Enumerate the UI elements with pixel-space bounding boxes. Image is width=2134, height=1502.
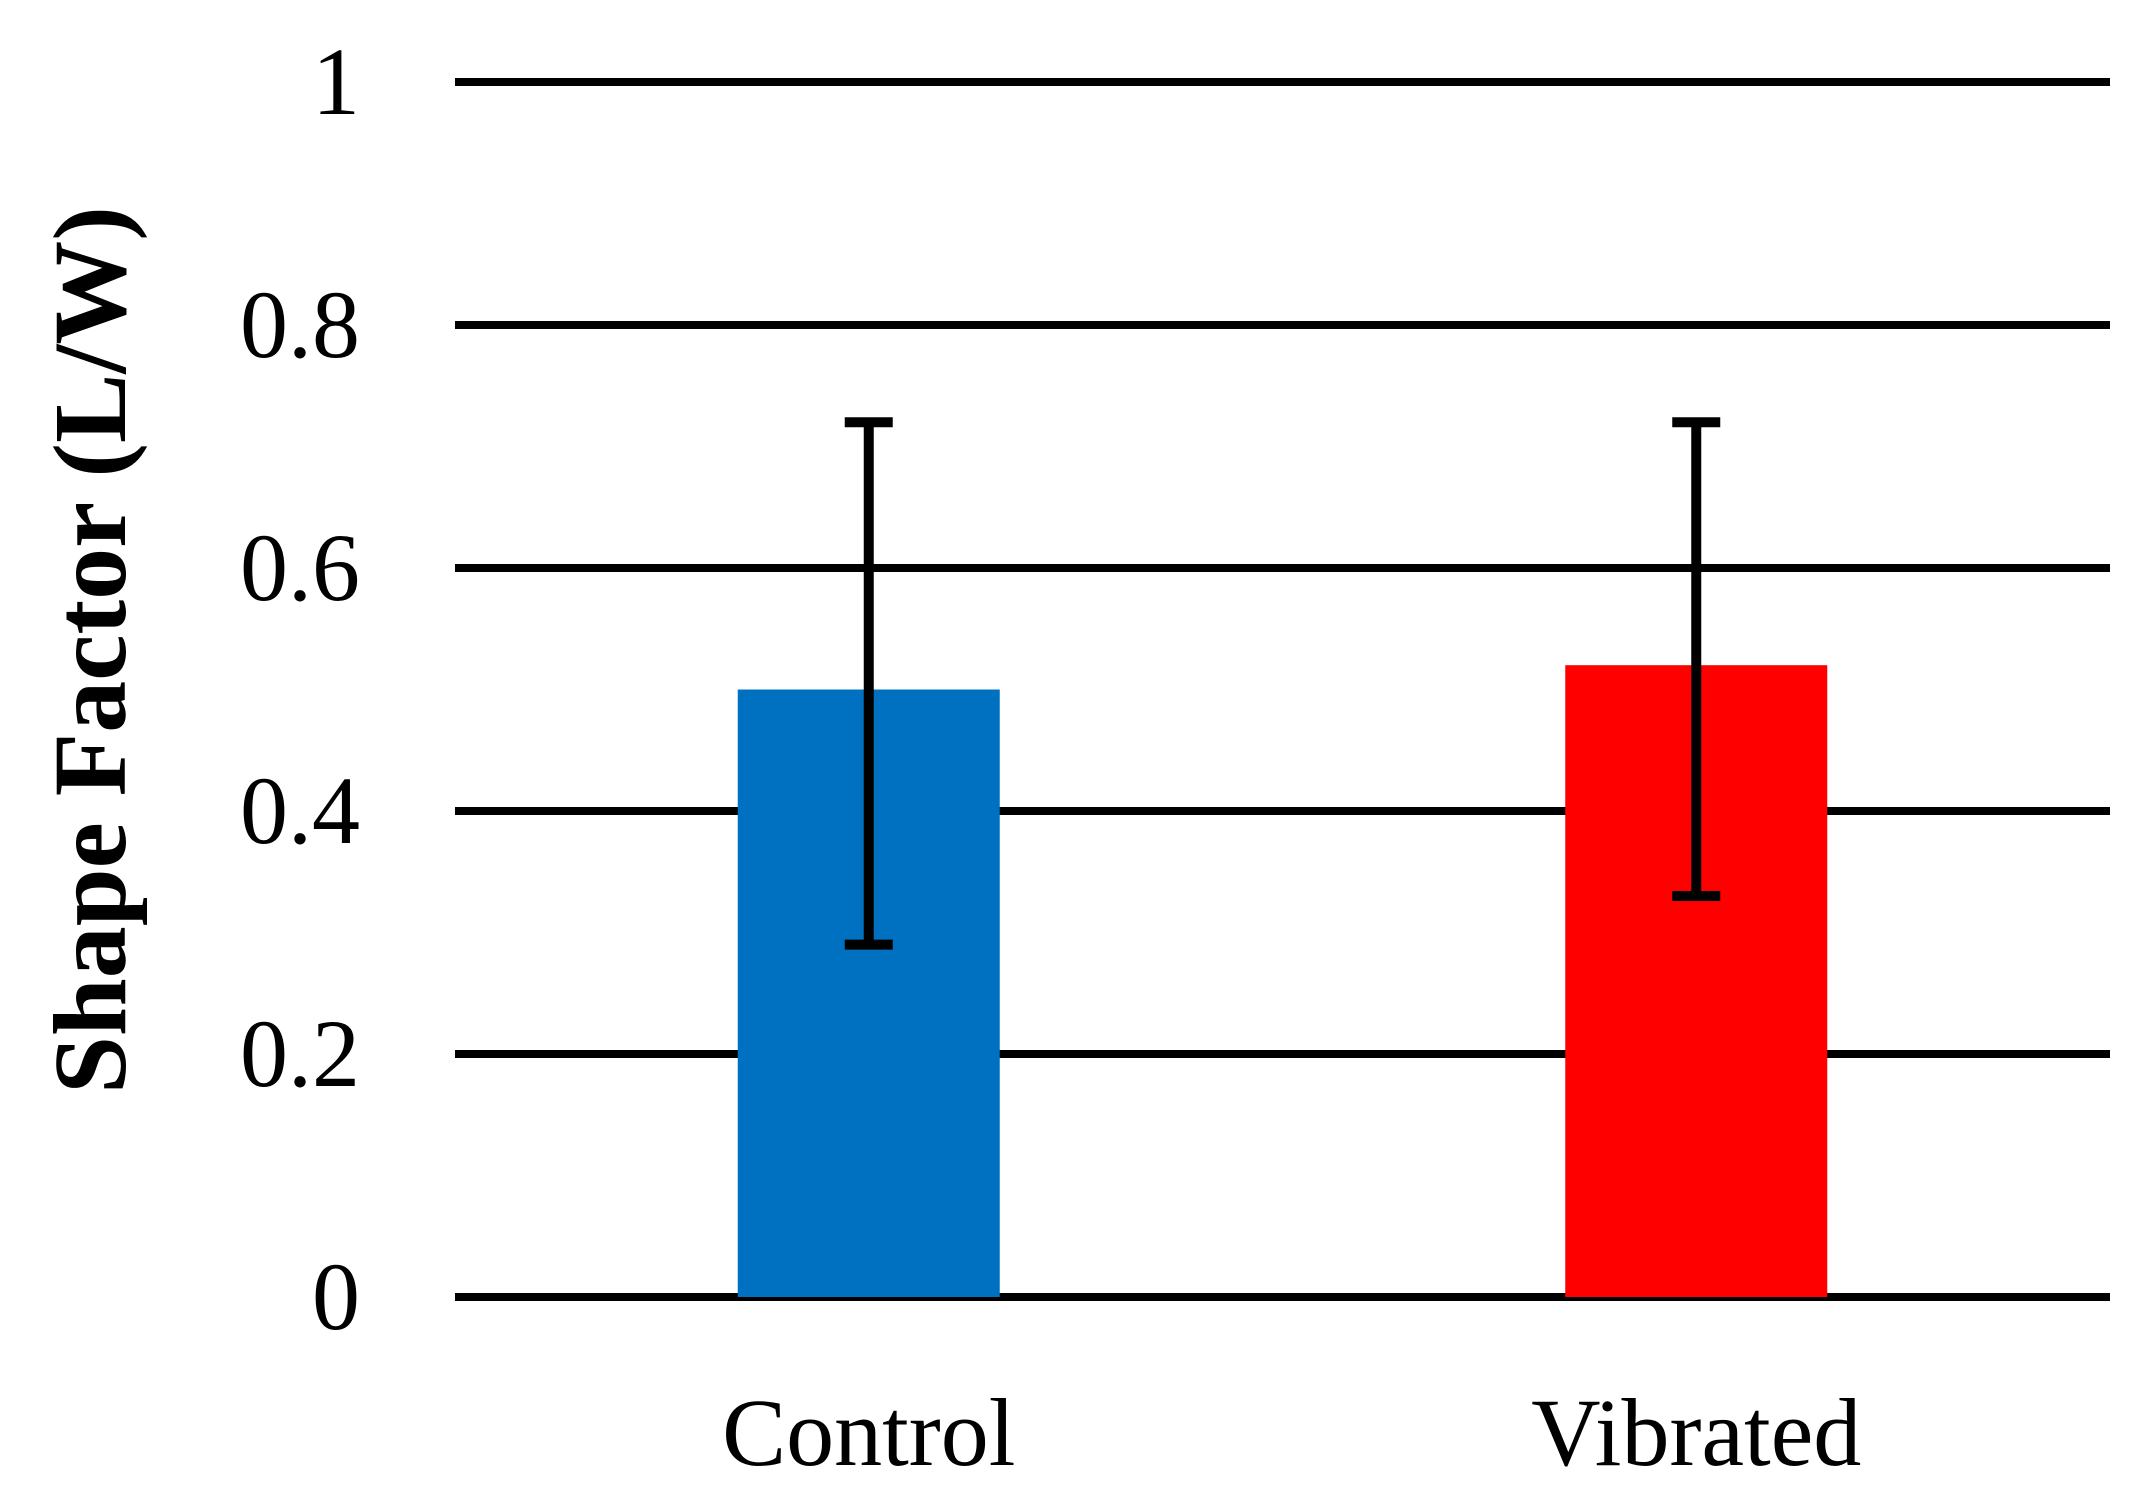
y-tick-label: 0 [312,1243,360,1350]
gridlines [455,78,2110,1301]
error-bar-control [844,417,893,950]
x-tick-labels: Control Vibrated [722,1379,1861,1486]
y-tick-label: 0.4 [240,757,360,864]
x-tick-label-control: Control [722,1379,1015,1486]
y-tick-label: 0.8 [240,271,360,378]
error-bars [844,417,1721,950]
y-tick-labels: 0 0.2 0.4 0.6 0.8 1 [240,28,360,1350]
bars [737,665,1828,1297]
x-tick-label-vibrated: Vibrated [1531,1379,1861,1486]
y-tick-label: 0.6 [240,514,360,621]
y-tick-label: 0.2 [240,1000,360,1107]
y-tick-label: 1 [312,28,360,135]
y-axis-label: Shape Factor (L/W) [33,206,148,1094]
error-bar-vibrated [1672,417,1721,902]
